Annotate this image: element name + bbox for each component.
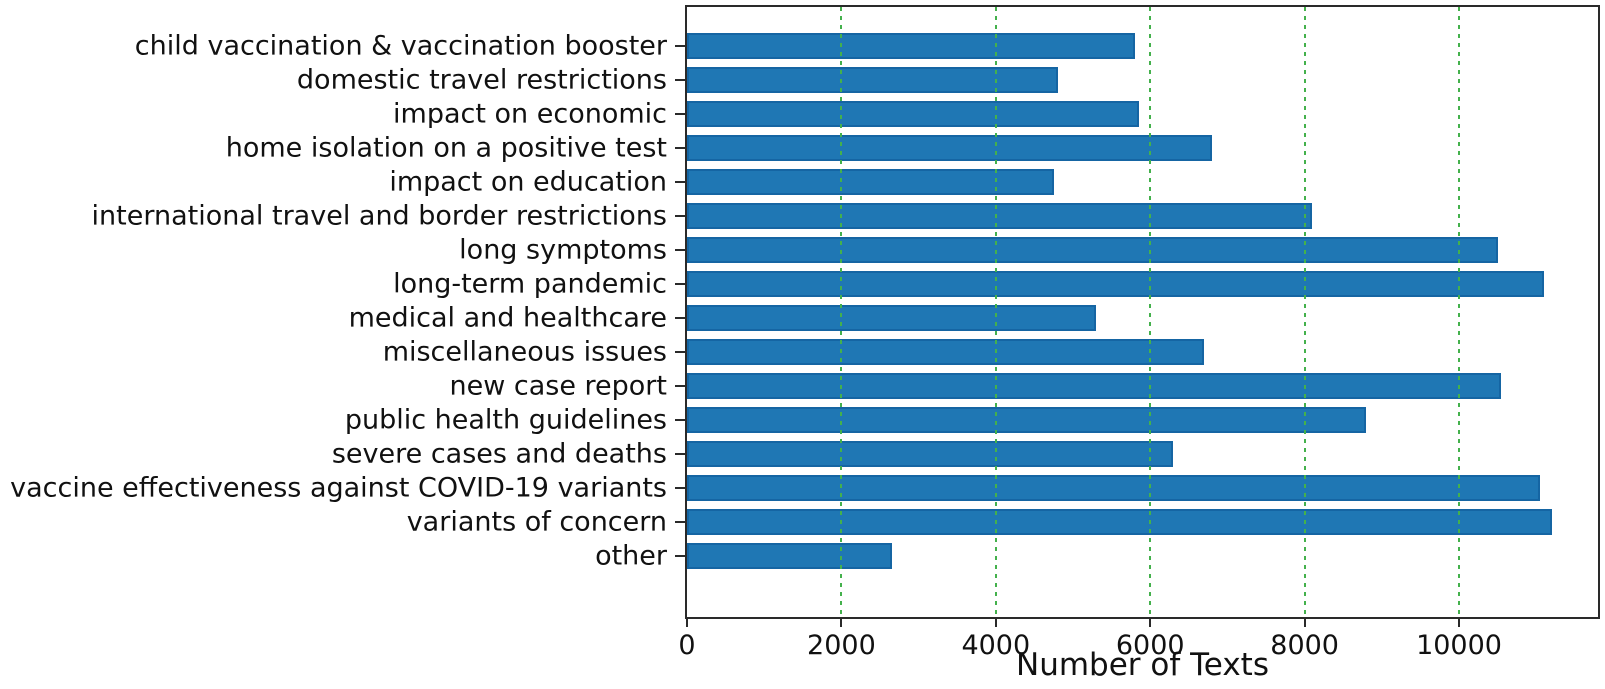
y-tick-mark <box>675 317 685 319</box>
y-tick-label: impact on economic <box>393 98 667 130</box>
y-tick-label: home isolation on a positive test <box>225 132 667 164</box>
y-tick-mark <box>675 45 685 47</box>
x-tick-label: 0 <box>678 630 696 661</box>
bar-row: home isolation on a positive test <box>226 131 1598 165</box>
bar-row: impact on education <box>389 165 1598 199</box>
y-tick-mark <box>675 487 685 489</box>
y-tick-mark <box>675 351 685 353</box>
bar <box>687 135 1212 161</box>
bar <box>687 441 1174 467</box>
bar <box>687 305 1097 331</box>
gridline <box>994 7 997 617</box>
y-tick-mark <box>675 79 685 81</box>
bar <box>687 509 1552 535</box>
bar-row: miscellaneous issues <box>383 335 1598 369</box>
x-tick-mark <box>686 619 688 627</box>
y-tick-label: long-term pandemic <box>393 268 667 300</box>
y-tick-mark <box>675 385 685 387</box>
bar <box>687 203 1313 229</box>
bar-row: vaccine effectiveness against COVID-19 v… <box>10 471 1598 505</box>
y-tick-mark <box>675 147 685 149</box>
bar-row: new case report <box>449 369 1598 403</box>
x-tick-label: 10000 <box>1416 630 1502 661</box>
x-axis-ticks: 0 2000 4000 6000 8000 10000 <box>678 619 1598 671</box>
bar-row: domestic travel restrictions <box>297 63 1598 97</box>
bar <box>687 271 1544 297</box>
gridline <box>1303 7 1306 617</box>
bar-row: public health guidelines <box>345 403 1598 437</box>
y-tick-label: impact on education <box>389 166 667 198</box>
gridline <box>1149 7 1152 617</box>
plot-area: child vaccination & vaccination booster d… <box>10 5 1600 619</box>
y-tick-label: child vaccination & vaccination booster <box>134 30 667 62</box>
bar-row: long-term pandemic <box>393 267 1598 301</box>
y-tick-mark <box>675 521 685 523</box>
bar <box>687 33 1135 59</box>
y-tick-label: vaccine effectiveness against COVID-19 v… <box>10 472 667 504</box>
y-tick-mark <box>675 113 685 115</box>
bar-row: severe cases and deaths <box>332 437 1598 471</box>
bar <box>687 67 1058 93</box>
y-tick-mark <box>675 249 685 251</box>
bar <box>687 407 1367 433</box>
y-tick-mark <box>675 215 685 217</box>
y-tick-label: variants of concern <box>406 506 667 538</box>
bar-row: other <box>595 539 1598 573</box>
x-tick-label: 8000 <box>1270 630 1339 661</box>
x-tick-label: 4000 <box>961 630 1031 661</box>
y-tick-label: miscellaneous issues <box>382 336 667 368</box>
x-tick-label: 2000 <box>807 630 876 661</box>
bar <box>687 543 892 569</box>
y-tick-label: long symptoms <box>459 234 667 266</box>
bar <box>687 237 1498 263</box>
x-axis-label: Number of Texts <box>1016 647 1269 683</box>
bar-row: variants of concern <box>407 505 1598 539</box>
y-tick-label: public health guidelines <box>344 404 667 436</box>
y-tick-label: new case report <box>449 370 667 402</box>
gridline <box>840 7 843 617</box>
bar-row: impact on economic <box>393 97 1598 131</box>
y-tick-mark <box>675 453 685 455</box>
y-tick-label: severe cases and deaths <box>331 438 667 470</box>
bar <box>687 169 1054 195</box>
y-tick-label: international travel and border restrict… <box>91 200 667 232</box>
bar <box>687 101 1139 127</box>
y-tick-mark <box>675 181 685 183</box>
bar-row: child vaccination & vaccination booster <box>135 29 1598 63</box>
y-tick-mark <box>675 283 685 285</box>
bar <box>687 373 1502 399</box>
x-tick-mark <box>840 619 843 627</box>
y-tick-label: domestic travel restrictions <box>296 64 667 96</box>
y-tick-label: medical and healthcare <box>348 302 667 334</box>
x-tick-mark <box>1303 619 1306 627</box>
x-tick-mark <box>994 619 997 627</box>
x-tick-mark <box>1149 619 1152 627</box>
y-tick-mark <box>675 555 685 557</box>
bar <box>687 339 1205 365</box>
bar-row: long symptoms <box>459 233 1598 267</box>
bar-row: international travel and border restrict… <box>92 199 1598 233</box>
y-tick-label: other <box>595 540 667 572</box>
x-tick-label: 6000 <box>1115 630 1185 661</box>
y-tick-mark <box>675 419 685 421</box>
bar-rows: child vaccination & vaccination booster d… <box>10 29 1598 573</box>
bar-row: medical and healthcare <box>349 301 1598 335</box>
x-tick-mark <box>1458 619 1461 627</box>
gridline <box>1458 7 1461 617</box>
bar <box>687 475 1541 501</box>
